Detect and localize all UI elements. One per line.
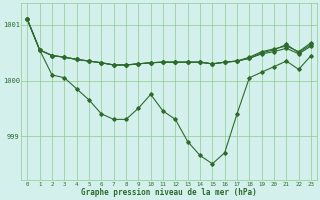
X-axis label: Graphe pression niveau de la mer (hPa): Graphe pression niveau de la mer (hPa) <box>81 188 257 197</box>
